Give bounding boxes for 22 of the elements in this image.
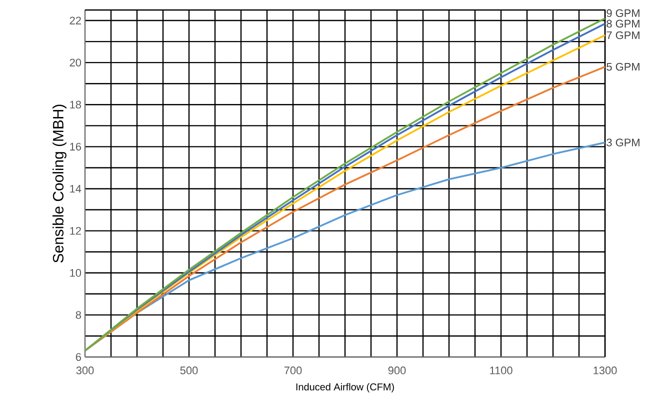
x-tick-label: 900	[388, 366, 406, 374]
y-axis-title: Sensible Cooling (MBH)	[52, 104, 66, 263]
y-tick-label: 8	[76, 311, 81, 319]
y-tick-label: 18	[70, 100, 81, 109]
series-label: 5 GPM	[606, 62, 640, 71]
y-tick-label: 14	[70, 184, 82, 193]
x-axis-title: Induced Airflow (CFM)	[296, 383, 394, 392]
x-tick-label: 1300	[594, 366, 617, 374]
y-tick-label: 20	[70, 58, 82, 66]
series-label: 3 GPM	[606, 138, 640, 146]
y-tick-label: 22	[70, 16, 81, 24]
y-tick-label: 6	[76, 353, 81, 361]
x-tick-label: 700	[284, 366, 302, 374]
y-tick-label: 16	[70, 142, 81, 151]
x-tick-label: 300	[76, 366, 94, 374]
series-label: 9 GPM	[606, 9, 640, 18]
x-tick-label: 500	[180, 366, 198, 374]
series-label: 7 GPM	[606, 31, 640, 40]
x-tick-label: 1100	[490, 366, 512, 374]
y-tick-label: 10	[70, 269, 82, 277]
y-tick-label: 12	[70, 227, 81, 235]
series-label: 8 GPM	[606, 20, 640, 28]
